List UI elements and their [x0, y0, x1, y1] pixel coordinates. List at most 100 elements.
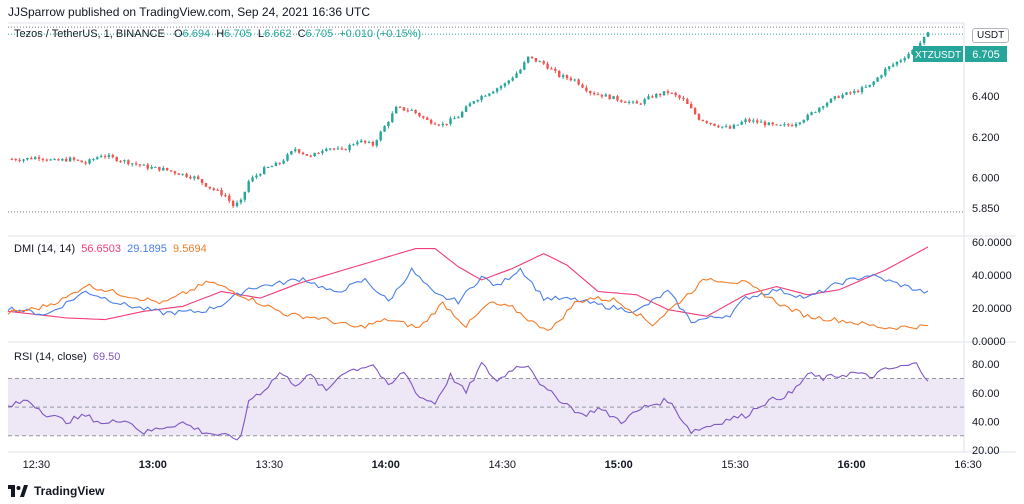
candle-body	[643, 99, 646, 104]
candle-body	[356, 142, 359, 145]
time-axis-tick: 15:00	[605, 459, 633, 471]
close-label: C	[297, 28, 306, 40]
rsi-label: RSI (14, close)	[14, 351, 87, 363]
ticker-badge-bg	[913, 46, 963, 62]
candle-body	[123, 160, 126, 162]
price-badge: 6.705	[972, 49, 1000, 61]
dmi-axis-tick: 0.0000	[972, 336, 1006, 348]
price-axis-tick: 6.400	[972, 91, 1000, 103]
candle-body	[709, 122, 712, 124]
candle-body	[290, 151, 293, 155]
candle-body	[860, 87, 864, 93]
minus-di-value: 9.5694	[173, 243, 207, 255]
candle-body	[631, 101, 635, 103]
candle-body	[922, 36, 926, 44]
candle-body	[352, 144, 355, 146]
dmi-series-adx	[7, 246, 929, 321]
candle-body	[550, 68, 553, 70]
candle-body	[92, 159, 95, 161]
candle-body	[919, 43, 922, 49]
price-pane	[8, 26, 964, 213]
candle-body	[235, 202, 239, 207]
candle-body	[309, 155, 312, 157]
candle-body	[740, 121, 743, 125]
price-axis-tick: 6.000	[972, 172, 1000, 184]
candle-body	[348, 144, 351, 151]
candle-body	[558, 70, 561, 77]
dmi-axis-tick: 40.0000	[972, 270, 1012, 282]
candle-body	[639, 103, 642, 105]
candle-body	[697, 114, 701, 120]
price-axis-tick: 5.850	[972, 203, 1000, 215]
candle-body	[818, 107, 821, 112]
candle-body	[127, 160, 130, 165]
tradingview-logo-icon	[8, 485, 28, 497]
dmi-label: DMI (14, 14)	[14, 243, 76, 255]
candle-body	[103, 156, 107, 158]
candle-body	[375, 140, 378, 146]
candle-body	[794, 124, 798, 127]
candle-body	[849, 92, 852, 94]
candle-body	[600, 94, 604, 97]
candle-body	[282, 160, 285, 164]
candle-body	[41, 158, 45, 160]
candle-body	[10, 159, 14, 161]
ticker-badge: XTZUSDT	[915, 50, 961, 61]
candle-body	[810, 112, 813, 115]
candle-body	[418, 113, 421, 117]
candle-body	[872, 81, 875, 85]
candle-body	[585, 87, 588, 92]
candle-body	[286, 154, 289, 161]
candle-body	[480, 95, 483, 100]
candle-body	[627, 101, 631, 103]
candle-body	[321, 150, 324, 154]
candle-body	[771, 122, 774, 125]
candle-body	[624, 101, 627, 103]
candle-body	[565, 75, 569, 79]
candle-body	[33, 157, 37, 160]
candle-body	[255, 175, 258, 178]
candle-body	[449, 118, 452, 124]
candle-body	[833, 96, 837, 99]
candle-body	[577, 79, 580, 85]
candle-body	[620, 100, 623, 102]
candle-body	[519, 69, 522, 74]
high-value: 6.705	[224, 28, 252, 40]
candle-body	[457, 117, 460, 119]
candle-body	[332, 148, 336, 150]
candle-body	[394, 106, 398, 114]
candle-body	[763, 121, 767, 126]
candle-body	[464, 106, 468, 112]
candle-body	[49, 159, 52, 161]
open-value: 6.694	[182, 28, 211, 40]
candle-body	[181, 173, 184, 175]
time-axis-tick: 12:30	[23, 459, 51, 471]
time-axis-tick: 16:00	[838, 459, 866, 471]
price-axis-tick: 6.200	[972, 132, 1000, 144]
candle-body	[65, 159, 68, 162]
candle-body	[472, 101, 476, 104]
candle-body	[569, 78, 573, 81]
candle-body	[80, 160, 83, 163]
candle-body	[790, 125, 794, 127]
candle-body	[185, 173, 188, 177]
rsi-value: 69.50	[92, 351, 121, 363]
currency-badge[interactable]: USDT	[972, 28, 1010, 43]
candle-body	[674, 93, 677, 96]
candle-body	[76, 159, 80, 161]
candle-body	[200, 179, 204, 184]
dmi-axis-tick: 60.0000	[972, 237, 1012, 249]
candle-body	[251, 177, 254, 182]
dmi-pane	[7, 246, 929, 332]
candle-body	[713, 123, 716, 126]
candle-body	[666, 91, 670, 93]
candle-body	[197, 176, 200, 180]
candle-body	[887, 66, 891, 69]
candle-body	[37, 157, 41, 159]
candle-body	[744, 119, 747, 122]
candle-body	[266, 167, 270, 169]
candle-body	[705, 121, 708, 123]
candle-body	[612, 96, 615, 100]
candle-body	[821, 106, 825, 108]
